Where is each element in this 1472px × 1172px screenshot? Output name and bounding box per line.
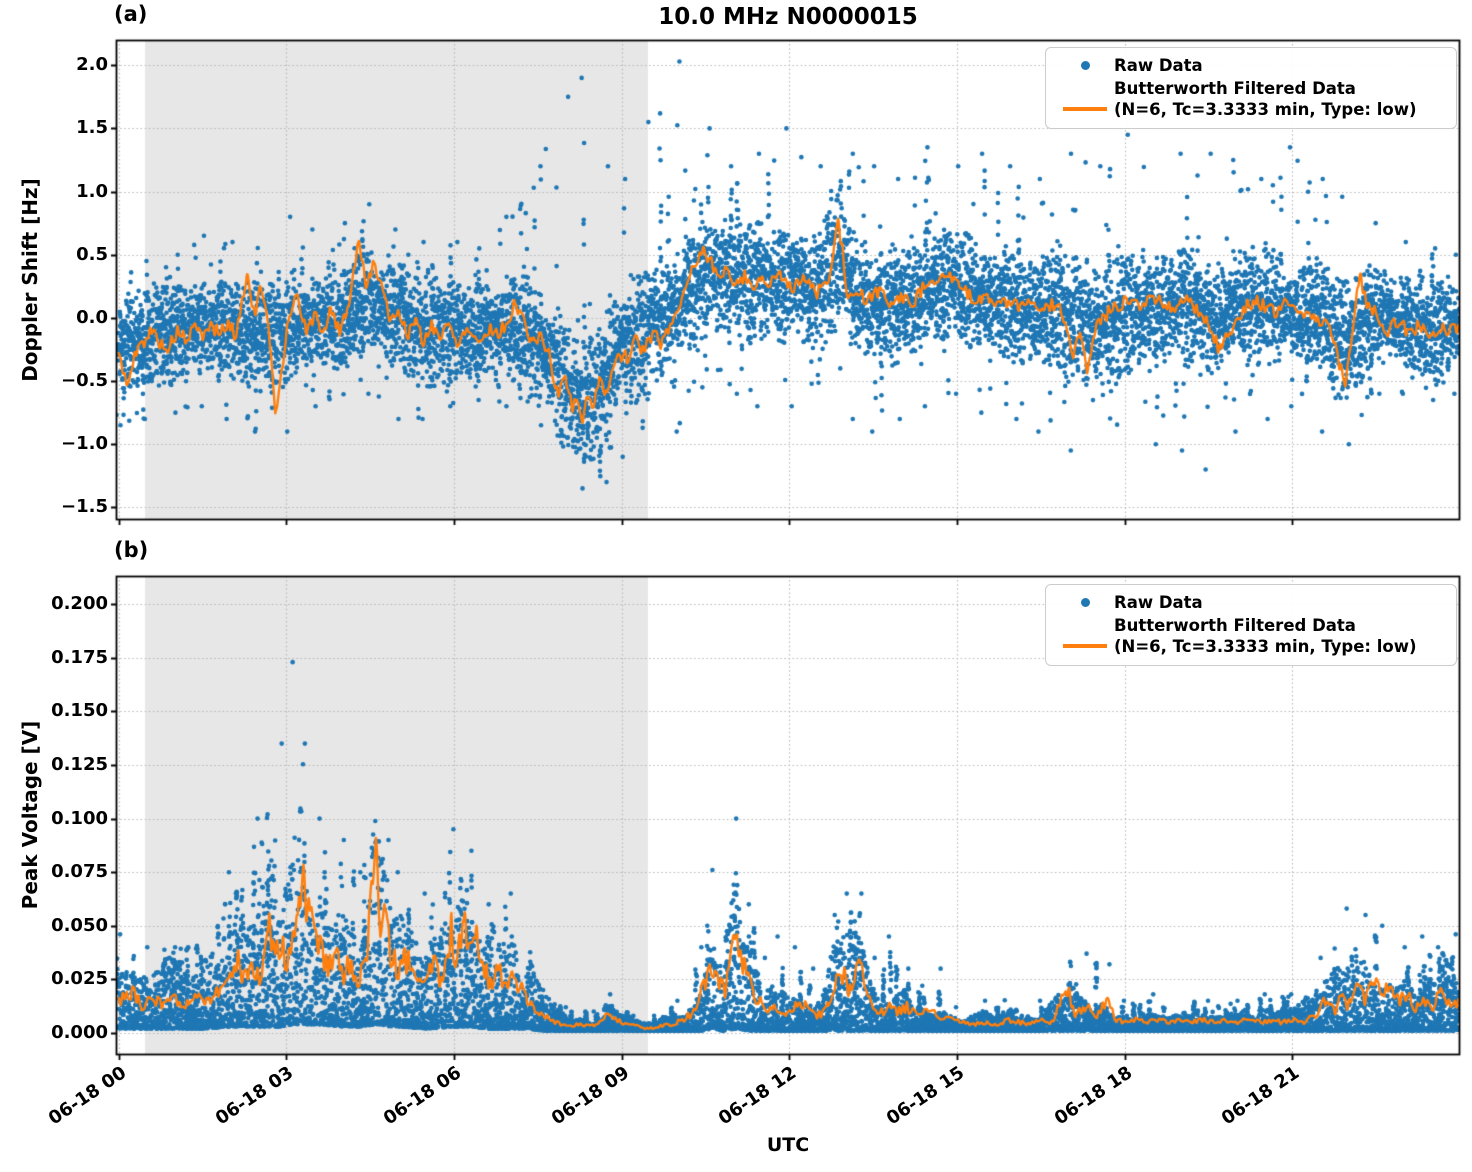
- legend-raw-label: Raw Data: [1114, 56, 1203, 75]
- panel-b-label: (b): [114, 538, 149, 562]
- legend-row-raw: Raw Data: [1056, 55, 1444, 76]
- y-tick-label: 0.075: [51, 861, 108, 883]
- legend-row-raw: Raw Data: [1056, 592, 1444, 613]
- legend-raw-label: Raw Data: [1114, 593, 1203, 612]
- y-tick-label: 0.000: [51, 1021, 108, 1043]
- x-axis-label: UTC: [766, 1134, 810, 1156]
- legend-a: Raw Data Butterworth Filtered Data (N=6,…: [1045, 47, 1457, 129]
- y-tick-label: 0.150: [51, 700, 108, 722]
- y-tick-label: 1.5: [76, 117, 108, 139]
- raw-data-dot-icon: [1056, 61, 1114, 70]
- y-tick-label: −1.0: [61, 433, 108, 455]
- y-tick-label: 0.0: [76, 306, 108, 328]
- y-tick-label: −1.5: [61, 496, 108, 518]
- legend-row-filtered: Butterworth Filtered Data (N=6, Tc=3.333…: [1056, 78, 1444, 120]
- filtered-line-icon: [1056, 107, 1114, 120]
- y-tick-label: 1.0: [76, 180, 108, 202]
- y-tick-label: 2.0: [76, 54, 108, 76]
- y-tick-label: 0.100: [51, 807, 108, 829]
- raw-data-dot-icon: [1056, 598, 1114, 607]
- y-tick-label: 0.050: [51, 914, 108, 936]
- legend-row-filtered: Butterworth Filtered Data (N=6, Tc=3.333…: [1056, 615, 1444, 657]
- y-tick-label: 0.175: [51, 646, 108, 668]
- y-tick-label: 0.5: [76, 243, 108, 265]
- figure-title: 10.0 MHz N0000015: [658, 4, 918, 30]
- filtered-line-icon: [1056, 644, 1114, 657]
- legend-b: Raw Data Butterworth Filtered Data (N=6,…: [1045, 584, 1457, 666]
- y-axis-label-a: Doppler Shift [Hz]: [18, 178, 42, 382]
- panel-a-label: (a): [114, 2, 148, 26]
- legend-filtered-label: Butterworth Filtered Data (N=6, Tc=3.333…: [1114, 79, 1417, 119]
- legend-filtered-label: Butterworth Filtered Data (N=6, Tc=3.333…: [1114, 616, 1417, 656]
- y-tick-label: 0.025: [51, 968, 108, 990]
- y-tick-label: 0.125: [51, 754, 108, 776]
- y-tick-label: 0.200: [51, 593, 108, 615]
- y-tick-label: −0.5: [61, 370, 108, 392]
